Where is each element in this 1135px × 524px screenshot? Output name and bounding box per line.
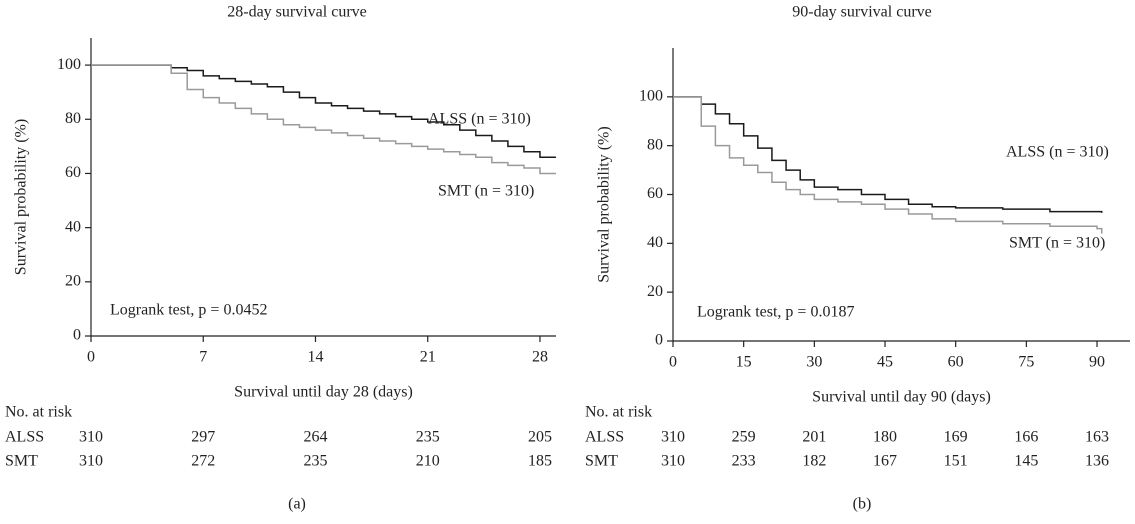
x-tick-label: 15 — [736, 354, 752, 371]
y-tick-label: 40 — [65, 218, 81, 235]
risk-count: 182 — [802, 453, 826, 470]
survival-curve — [673, 96, 1103, 213]
y-tick-label: 100 — [639, 88, 663, 105]
risk-count: 210 — [416, 453, 440, 470]
y-tick-label: 80 — [647, 136, 663, 153]
risk-count: 163 — [1085, 429, 1109, 446]
risk-table-title: No. at risk — [5, 404, 72, 421]
risk-count: 235 — [416, 429, 440, 446]
risk-count: 272 — [191, 453, 215, 470]
annotation: Logrank test, p = 0.0187 — [697, 304, 854, 321]
x-tick-label: 30 — [806, 354, 822, 371]
series-label: ALSS (n = 310) — [428, 111, 531, 128]
risk-count: 264 — [303, 429, 327, 446]
risk-count: 205 — [528, 429, 552, 446]
risk-count: 145 — [1014, 453, 1038, 470]
y-axis-label: Survival probability (%) — [13, 119, 30, 275]
x-axis-label: Survival until day 90 (days) — [812, 389, 991, 406]
series-label: SMT (n = 310) — [1009, 235, 1105, 252]
risk-count: 233 — [732, 453, 756, 470]
y-tick-label: 0 — [655, 332, 663, 349]
y-axis-label: Survival probability (%) — [596, 126, 613, 282]
risk-table-title: No. at risk — [585, 404, 652, 421]
series-label: ALSS (n = 310) — [1006, 144, 1109, 161]
x-tick-label: 14 — [307, 349, 323, 366]
x-tick-label: 0 — [87, 349, 95, 366]
y-tick-label: 100 — [57, 56, 81, 73]
risk-count: 151 — [944, 453, 968, 470]
risk-count: 169 — [944, 429, 968, 446]
x-tick-label: 7 — [199, 349, 207, 366]
x-axis-label: Survival until day 28 (days) — [234, 384, 413, 401]
survival-curve — [91, 64, 556, 175]
y-tick-label: 60 — [65, 164, 81, 181]
risk-row-name: SMT — [5, 453, 38, 470]
risk-count: 259 — [732, 429, 756, 446]
y-tick-label: 20 — [647, 283, 663, 300]
survival-curve — [91, 64, 556, 158]
risk-count: 166 — [1014, 429, 1038, 446]
y-tick-label: 20 — [65, 272, 81, 289]
risk-count: 201 — [802, 429, 826, 446]
panel-label: (b) — [853, 496, 872, 513]
risk-count: 185 — [528, 453, 552, 470]
x-tick-label: 28 — [532, 349, 548, 366]
y-tick-label: 60 — [647, 185, 663, 202]
x-tick-label: 0 — [669, 354, 677, 371]
chart-title: 90-day survival curve — [792, 4, 932, 21]
y-tick-label: 0 — [73, 327, 81, 344]
x-tick-label: 45 — [877, 354, 893, 371]
x-tick-label: 90 — [1089, 354, 1105, 371]
risk-row-name: ALSS — [5, 429, 44, 446]
annotation: Logrank test, p = 0.0452 — [110, 302, 267, 319]
x-tick-label: 21 — [420, 349, 436, 366]
x-tick-label: 75 — [1018, 354, 1034, 371]
risk-count: 310 — [79, 453, 103, 470]
chart-title: 28-day survival curve — [227, 4, 367, 21]
risk-count: 167 — [873, 453, 897, 470]
risk-row-name: SMT — [585, 453, 618, 470]
series-label: SMT (n = 310) — [438, 183, 534, 200]
y-tick-label: 40 — [647, 234, 663, 251]
risk-count: 310 — [661, 453, 685, 470]
panel-label: (a) — [288, 496, 306, 513]
risk-count: 235 — [303, 453, 327, 470]
risk-row-name: ALSS — [585, 429, 624, 446]
risk-count: 136 — [1085, 453, 1109, 470]
x-tick-label: 60 — [948, 354, 964, 371]
risk-count: 310 — [661, 429, 685, 446]
risk-count: 180 — [873, 429, 897, 446]
y-tick-label: 80 — [65, 110, 81, 127]
risk-count: 310 — [79, 429, 103, 446]
risk-count: 297 — [191, 429, 215, 446]
survival-curve — [673, 96, 1103, 234]
